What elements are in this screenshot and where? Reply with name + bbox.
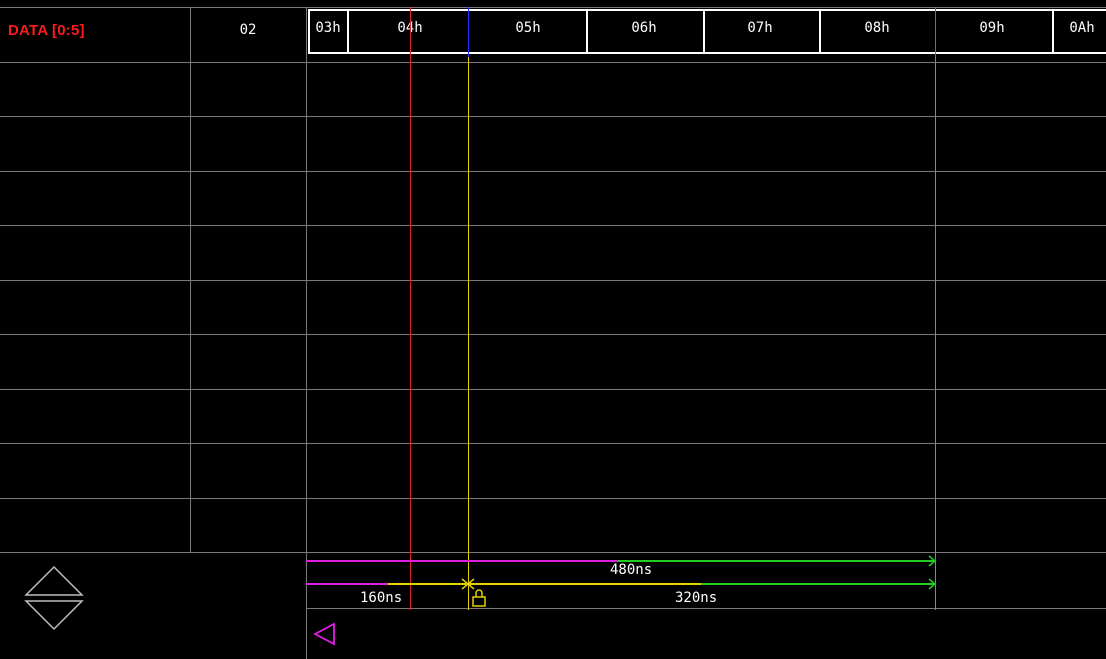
bus-value: 09h: [979, 20, 1005, 36]
bus-value: 0Ah: [1069, 20, 1095, 36]
grid-column-divider: [190, 7, 191, 553]
bus-value: 05h: [515, 20, 541, 36]
bus-transition: [308, 10, 310, 54]
grid-line: [0, 62, 1106, 63]
measure-right-label: 320ns: [675, 590, 718, 606]
grid-line: [0, 7, 1106, 8]
bus-transition: [586, 10, 588, 54]
grid-column-divider: [306, 7, 307, 659]
bus-value: 03h: [315, 20, 341, 36]
lock-icon: [472, 589, 486, 607]
grid-line: [0, 171, 1106, 172]
bus-transition: [1052, 10, 1054, 54]
grid-line: [0, 498, 1106, 499]
arrow-head-right: [928, 578, 937, 590]
signal-cursor-value: 02: [239, 22, 257, 38]
grid-line: [0, 389, 1106, 390]
bus-value: 08h: [864, 20, 890, 36]
bus-transition: [819, 10, 821, 54]
left-triangle-icon[interactable]: [312, 621, 338, 647]
up-down-triangle-icon[interactable]: [24, 565, 84, 631]
bus-transition: [703, 10, 705, 54]
cursor-blue-marker: [468, 7, 469, 57]
bus-value: 04h: [390, 20, 430, 36]
measure-total-label: 480ns: [610, 562, 653, 578]
grid-line: [0, 443, 1106, 444]
cursor-red[interactable]: [410, 7, 411, 610]
cursor-green[interactable]: [935, 7, 936, 610]
grid-line: [0, 225, 1106, 226]
grid-line: [0, 280, 1106, 281]
grid-line: [0, 334, 1106, 335]
measurement-area: [306, 555, 937, 607]
marker-magenta: [935, 7, 936, 57]
measure-left-label: 160ns: [360, 590, 403, 606]
bus-bottom-edge: [308, 52, 1106, 54]
bus-top-edge: [308, 9, 1106, 11]
grid-line: [0, 116, 1106, 117]
grid-line: [0, 552, 1106, 553]
arrow-head-total: [928, 555, 937, 567]
bus-value: 06h: [631, 20, 657, 36]
bus-value: 07h: [747, 20, 773, 36]
signal-name[interactable]: DATA [0:5]: [8, 22, 85, 39]
cursor-yellow[interactable]: [468, 7, 469, 610]
bus-transition: [347, 10, 349, 54]
grid-line: [306, 608, 1106, 609]
